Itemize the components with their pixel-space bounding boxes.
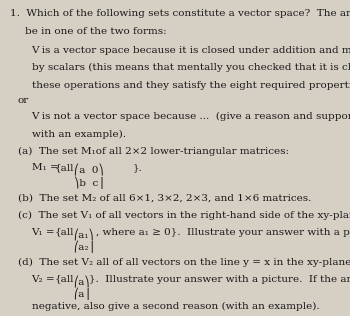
Text: V₂ =: V₂ = [32, 275, 55, 283]
Text: {all: {all [54, 163, 74, 172]
Text: ⎛a₂⎟: ⎛a₂⎟ [74, 241, 94, 253]
Text: ⎛a⎟: ⎛a⎟ [74, 288, 90, 300]
Text: ⎞b  c⎟: ⎞b c⎟ [74, 176, 103, 189]
Text: {all: {all [54, 275, 74, 283]
Text: , where a₁ ≥ 0}.  Illustrate your answer with a picture.: , where a₁ ≥ 0}. Illustrate your answer … [96, 228, 350, 237]
Text: be in one of the two forms:: be in one of the two forms: [25, 27, 166, 36]
Text: }.: }. [133, 163, 143, 172]
Text: (c)  The set V₁ of all vectors in the right-hand side of the xy-plane:: (c) The set V₁ of all vectors in the rig… [18, 211, 350, 220]
Text: with an example).: with an example). [32, 130, 126, 138]
Text: }.  Illustrate your answer with a picture.  If the answer is: }. Illustrate your answer with a picture… [89, 275, 350, 283]
Text: by scalars (this means that mentally you checked that it is closed under: by scalars (this means that mentally you… [32, 64, 350, 72]
Text: 1.  Which of the following sets constitute a vector space?  The answer must: 1. Which of the following sets constitut… [10, 9, 350, 18]
Text: ⎛a₁⎞: ⎛a₁⎞ [74, 228, 94, 240]
Text: {all: {all [54, 228, 74, 237]
Text: V is not a vector space because ...  (give a reason and support this reason: V is not a vector space because ... (giv… [32, 112, 350, 121]
Text: these operations and they satisfy the eight required properties): these operations and they satisfy the ei… [32, 81, 350, 90]
Text: ⎛a  0⎞: ⎛a 0⎞ [74, 163, 103, 175]
Text: V is a vector space because it is closed under addition and multiplication: V is a vector space because it is closed… [32, 46, 350, 55]
Text: (a)  The set M₁of all 2×2 lower-triangular matrices:: (a) The set M₁of all 2×2 lower-triangula… [18, 147, 288, 156]
Text: (b)  The set M₂ of all 6×1, 3×2, 2×3, and 1×6 matrices.: (b) The set M₂ of all 6×1, 3×2, 2×3, and… [18, 194, 311, 203]
Text: V₁ =: V₁ = [32, 228, 55, 237]
Text: or: or [18, 96, 29, 105]
Text: M₁ =: M₁ = [32, 163, 58, 172]
Text: (d)  The set V₂ all of all vectors on the line y = x in the xy-plane:: (d) The set V₂ all of all vectors on the… [18, 258, 350, 267]
Text: negative, also give a second reason (with an example).: negative, also give a second reason (wit… [32, 302, 319, 312]
Text: ⎛a⎞: ⎛a⎞ [74, 275, 90, 287]
